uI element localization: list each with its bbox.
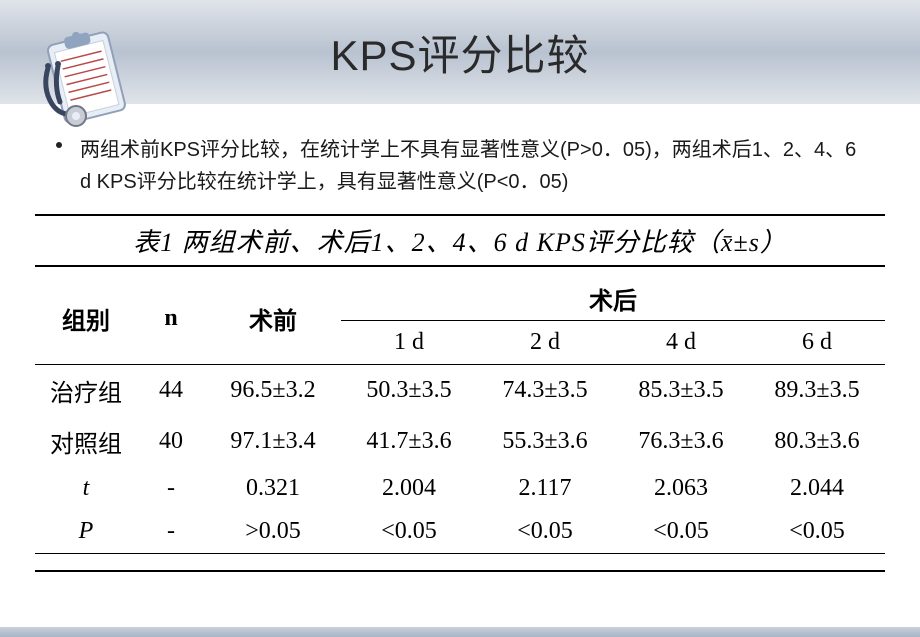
- cell-post: 80.3±3.6: [749, 416, 885, 467]
- cell-label: 对照组: [35, 416, 137, 467]
- table-container: 表1 两组术前、术后1、2、4、6 d KPS评分比较（x̄±s） 组别 n 术…: [0, 208, 920, 572]
- col-header-pre: 术前: [205, 267, 341, 365]
- cell-post: 2.063: [613, 467, 749, 510]
- cell-post: 41.7±3.6: [341, 416, 477, 467]
- cell-post: 76.3±3.6: [613, 416, 749, 467]
- footer-band: [0, 627, 920, 637]
- col-header-2d: 2 d: [477, 321, 613, 365]
- col-header-post: 术后: [341, 267, 885, 321]
- cell-n: -: [137, 467, 205, 510]
- table-row: P - >0.05 <0.05 <0.05 <0.05 <0.05: [35, 510, 885, 554]
- col-header-group: 组别: [35, 267, 137, 365]
- cell-label: t: [35, 467, 137, 510]
- col-header-n: n: [137, 267, 205, 365]
- cell-post: <0.05: [613, 510, 749, 554]
- cell-n: 44: [137, 365, 205, 417]
- col-header-6d: 6 d: [749, 321, 885, 365]
- table-row: t - 0.321 2.004 2.117 2.063 2.044: [35, 467, 885, 510]
- bullet-dot-icon: [56, 142, 62, 148]
- cell-post: 55.3±3.6: [477, 416, 613, 467]
- cell-pre: 0.321: [205, 467, 341, 510]
- kps-table: 组别 n 术前 术后 1 d 2 d 4 d 6 d 治疗组 44 96.5±3…: [35, 267, 885, 572]
- table-row: 对照组 40 97.1±3.4 41.7±3.6 55.3±3.6 76.3±3…: [35, 416, 885, 467]
- table-bottom-rule: [35, 554, 885, 572]
- cell-post: 2.117: [477, 467, 613, 510]
- table-row: 治疗组 44 96.5±3.2 50.3±3.5 74.3±3.5 85.3±3…: [35, 365, 885, 417]
- cell-post: 50.3±3.5: [341, 365, 477, 417]
- cell-pre: >0.05: [205, 510, 341, 554]
- cell-label: P: [35, 510, 137, 554]
- cell-n: 40: [137, 416, 205, 467]
- cell-post: <0.05: [341, 510, 477, 554]
- cell-post: 74.3±3.5: [477, 365, 613, 417]
- bullet-paragraph: 两组术前KPS评分比较，在统计学上不具有显著性意义(P>0．05)，两组术后1、…: [0, 104, 920, 208]
- cell-post: 2.044: [749, 467, 885, 510]
- col-header-1d: 1 d: [341, 321, 477, 365]
- cell-post: <0.05: [477, 510, 613, 554]
- cell-n: -: [137, 510, 205, 554]
- cell-post: <0.05: [749, 510, 885, 554]
- bullet-text: 两组术前KPS评分比较，在统计学上不具有显著性意义(P>0．05)，两组术后1、…: [80, 134, 860, 198]
- cell-post: 2.004: [341, 467, 477, 510]
- cell-post: 89.3±3.5: [749, 365, 885, 417]
- cell-pre: 96.5±3.2: [205, 365, 341, 417]
- table-caption: 表1 两组术前、术后1、2、4、6 d KPS评分比较（x̄±s）: [35, 214, 885, 267]
- cell-pre: 97.1±3.4: [205, 416, 341, 467]
- slide-title: KPS评分比较: [330, 22, 589, 83]
- col-header-4d: 4 d: [613, 321, 749, 365]
- title-band: KPS评分比较: [0, 0, 920, 104]
- cell-post: 85.3±3.5: [613, 365, 749, 417]
- cell-label: 治疗组: [35, 365, 137, 417]
